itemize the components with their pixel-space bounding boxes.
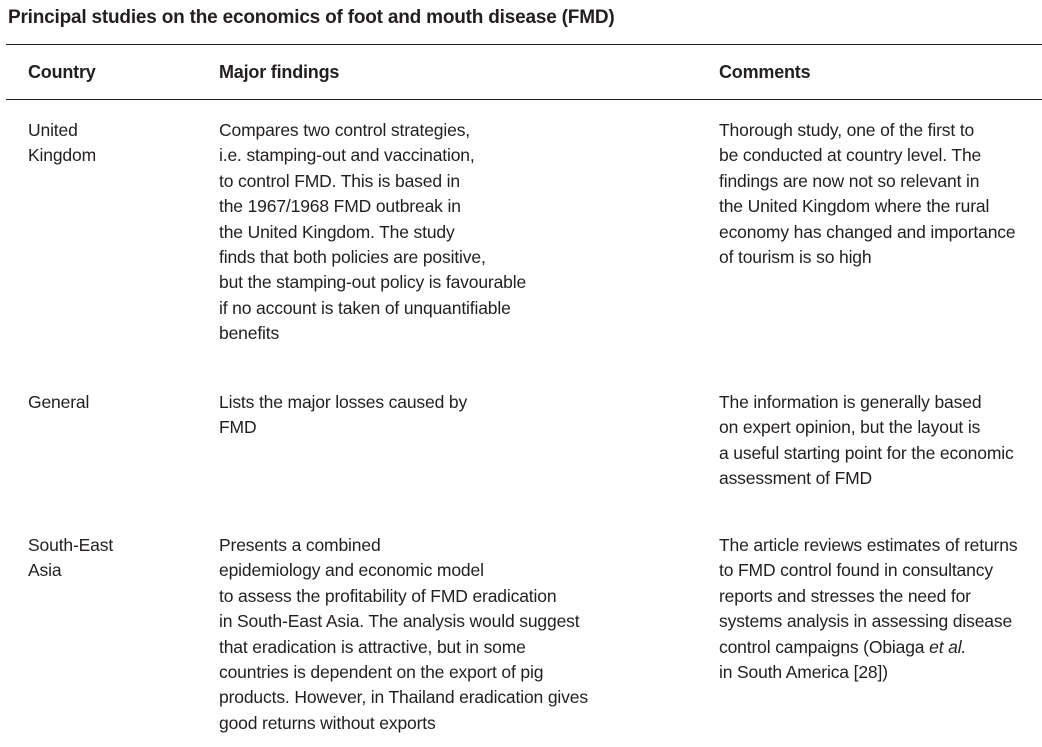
header-country: Country — [28, 62, 96, 82]
row-3-comments-line: systems analysis in assessing disease — [719, 611, 1013, 632]
row-3-comments-line: reports and stresses the need for — [719, 585, 971, 606]
row-1-comments-line: of tourism is so high — [719, 247, 872, 268]
row-3-findings-line: good returns without exports — [219, 712, 436, 733]
row-3-findings-line: products. However, in Thailand eradicati… — [219, 687, 588, 708]
row-3-comments-line: in South America [28]) — [719, 662, 888, 683]
row-3-country-line: South-East — [28, 535, 114, 555]
citation-et-al: et al. — [929, 636, 967, 657]
row-1-findings-line: but the stamping-out policy is favourabl… — [219, 272, 527, 293]
table-title: Principal studies on the economics of fo… — [8, 7, 615, 28]
row-1-findings-line: Compares two control strategies, — [219, 120, 471, 140]
row-2-findings-line: FMD — [219, 417, 257, 438]
row-2-comments-line: The information is generally based — [719, 392, 982, 412]
row-3-comments: The article reviews estimates of returns… — [719, 533, 1018, 685]
row-3-findings-line: Presents a combined — [219, 535, 381, 555]
header-rule — [6, 99, 1042, 100]
row-3-findings-line: to assess the profitability of FMD eradi… — [219, 585, 557, 606]
row-3-findings-line: countries is dependent on the export of … — [219, 662, 544, 683]
row-3-comments-line: to FMD control found in consultancy — [719, 560, 993, 581]
row-1-comments-line: the United Kingdom where the rural — [719, 196, 990, 217]
row-1-comments-line: findings are now not so relevant in — [719, 170, 980, 191]
row-1-country-line: Kingdom — [28, 145, 97, 166]
row-1-findings-line: the 1967/1968 FMD outbreak in — [219, 196, 461, 217]
row-2-comments-line: assessment of FMD — [719, 468, 873, 489]
row-1-findings-line: to control FMD. This is based in — [219, 170, 460, 191]
row-3-country-line: Asia — [28, 560, 62, 581]
row-2-comments-line: a useful starting point for the economic — [719, 442, 1014, 463]
row-1-comments-line: Thorough study, one of the first to — [719, 120, 975, 140]
header-major-findings: Major findings — [219, 62, 340, 82]
row-2-findings: Lists the major losses caused by FMD — [219, 390, 467, 441]
row-2-comments-line: on expert opinion, but the layout is — [719, 417, 981, 438]
row-3-country: South-East Asia — [28, 533, 113, 584]
row-3-comments-line: The article reviews estimates of returns — [719, 535, 1018, 555]
row-1-findings-line: if no account is taken of unquantifiable — [219, 297, 511, 318]
row-1-comments-line: be conducted at country level. The — [719, 145, 982, 166]
row-3-comments-line: control campaigns (Obiaga et al. — [719, 635, 1017, 660]
row-3-findings-line: in South-East Asia. The analysis would s… — [219, 611, 580, 632]
row-3-findings: Presents a combined epidemiology and eco… — [219, 533, 588, 736]
row-2-comments: The information is generally based on ex… — [719, 390, 1014, 492]
row-2-findings-line: Lists the major losses caused by — [219, 392, 468, 412]
row-1-findings-line: i.e. stamping-out and vaccination, — [219, 145, 475, 166]
row-1-comments-line: economy has changed and importance — [719, 221, 1016, 242]
citation-text: control campaigns (Obiaga — [719, 636, 930, 657]
row-1-comments: Thorough study, one of the first to be c… — [719, 118, 1016, 270]
row-1-findings-line: benefits — [219, 323, 280, 344]
top-rule — [6, 44, 1042, 45]
row-2-country: General — [28, 390, 89, 415]
row-3-findings-line: epidemiology and economic model — [219, 560, 484, 581]
row-1-findings-line: the United Kingdom. The study — [219, 221, 455, 242]
header-comments: Comments — [719, 62, 811, 82]
row-1-findings-line: finds that both policies are positive, — [219, 247, 486, 268]
row-2-country-line: General — [28, 392, 90, 412]
row-1-findings: Compares two control strategies, i.e. st… — [219, 118, 526, 347]
row-1-country: United Kingdom — [28, 118, 96, 169]
row-1-country-line: United — [28, 120, 78, 140]
row-3-findings-line: that eradication is attractive, but in s… — [219, 636, 526, 657]
